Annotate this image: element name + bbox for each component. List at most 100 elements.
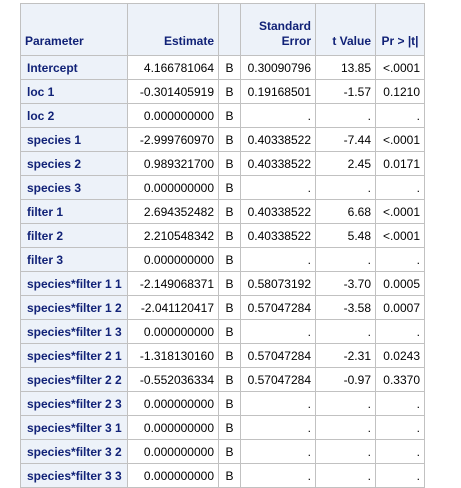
- cell-t-value: .: [316, 104, 376, 128]
- cell-flag: B: [219, 392, 241, 416]
- cell-parameter: filter 1: [21, 200, 128, 224]
- cell-p-value: <.0001: [376, 200, 425, 224]
- cell-t-value: .: [316, 248, 376, 272]
- cell-standard-error: 0.57047284: [241, 296, 316, 320]
- cell-estimate: 2.694352482: [128, 200, 219, 224]
- table-header: Parameter Estimate Standard Error t Value…: [21, 4, 425, 56]
- cell-estimate: -2.041120417: [128, 296, 219, 320]
- cell-standard-error: 0.57047284: [241, 344, 316, 368]
- cell-flag: B: [219, 416, 241, 440]
- cell-t-value: -7.44: [316, 128, 376, 152]
- cell-standard-error: 0.30090796: [241, 56, 316, 80]
- cell-t-value: 2.45: [316, 152, 376, 176]
- cell-flag: B: [219, 104, 241, 128]
- cell-p-value: <.0001: [376, 56, 425, 80]
- header-row: Parameter Estimate Standard Error t Value…: [21, 4, 425, 56]
- table-row: species*filter 2 2 -0.552036334 B 0.5704728…: [21, 368, 425, 392]
- header-estimate: Estimate: [128, 4, 219, 56]
- cell-parameter: filter 3: [21, 248, 128, 272]
- cell-estimate: 0.000000000: [128, 176, 219, 200]
- cell-parameter: species 2: [21, 152, 128, 176]
- cell-standard-error: .: [241, 104, 316, 128]
- cell-parameter: species*filter 1 3: [21, 320, 128, 344]
- cell-standard-error: .: [241, 176, 316, 200]
- cell-standard-error: 0.40338522: [241, 200, 316, 224]
- cell-p-value: 0.1210: [376, 80, 425, 104]
- table-row: species*filter 3 3 0.000000000 B...: [21, 464, 425, 488]
- cell-p-value: .: [376, 392, 425, 416]
- cell-flag: B: [219, 296, 241, 320]
- cell-parameter: species 1: [21, 128, 128, 152]
- cell-flag: B: [219, 56, 241, 80]
- cell-estimate: -2.999760970: [128, 128, 219, 152]
- cell-p-value: .: [376, 176, 425, 200]
- cell-p-value: <.0001: [376, 224, 425, 248]
- cell-flag: B: [219, 248, 241, 272]
- cell-estimate: 0.000000000: [128, 104, 219, 128]
- cell-flag: B: [219, 440, 241, 464]
- header-flag: [219, 4, 241, 56]
- header-t-value: t Value: [316, 4, 376, 56]
- table-row: species 3 0.000000000 B...: [21, 176, 425, 200]
- table-row: species 1 -2.999760970 B 0.40338522 -7.44 <.0…: [21, 128, 425, 152]
- cell-p-value: .: [376, 416, 425, 440]
- cell-parameter: filter 2: [21, 224, 128, 248]
- cell-estimate: -0.301405919: [128, 80, 219, 104]
- cell-p-value: .: [376, 464, 425, 488]
- cell-p-value: <.0001: [376, 128, 425, 152]
- cell-estimate: 0.000000000: [128, 248, 219, 272]
- cell-flag: B: [219, 80, 241, 104]
- cell-estimate: 0.000000000: [128, 416, 219, 440]
- cell-p-value: 0.0007: [376, 296, 425, 320]
- cell-estimate: 2.210548342: [128, 224, 219, 248]
- parameter-estimates-table-container: Parameter Estimate Standard Error t Value…: [20, 3, 425, 488]
- cell-flag: B: [219, 128, 241, 152]
- cell-t-value: -2.31: [316, 344, 376, 368]
- cell-t-value: .: [316, 176, 376, 200]
- cell-flag: B: [219, 152, 241, 176]
- cell-p-value: 0.0005: [376, 272, 425, 296]
- cell-t-value: -0.97: [316, 368, 376, 392]
- cell-parameter: species*filter 2 1: [21, 344, 128, 368]
- cell-flag: B: [219, 176, 241, 200]
- table-row: species*filter 2 1 -1.318130160 B 0.5704728…: [21, 344, 425, 368]
- cell-flag: B: [219, 272, 241, 296]
- table-row: species*filter 2 3 0.000000000 B...: [21, 392, 425, 416]
- table-row: species*filter 3 2 0.000000000 B...: [21, 440, 425, 464]
- cell-estimate: -0.552036334: [128, 368, 219, 392]
- cell-t-value: 5.48: [316, 224, 376, 248]
- cell-t-value: -3.70: [316, 272, 376, 296]
- table-row: species*filter 3 1 0.000000000 B...: [21, 416, 425, 440]
- table-row: species*filter 1 2 -2.041120417 B 0.5704728…: [21, 296, 425, 320]
- cell-standard-error: .: [241, 440, 316, 464]
- cell-standard-error: 0.58073192: [241, 272, 316, 296]
- table-row: species*filter 1 3 0.000000000 B...: [21, 320, 425, 344]
- cell-parameter: Intercept: [21, 56, 128, 80]
- cell-p-value: 0.3370: [376, 368, 425, 392]
- cell-parameter: species*filter 3 2: [21, 440, 128, 464]
- table-row: loc 2 0.000000000 B...: [21, 104, 425, 128]
- cell-estimate: 4.166781064: [128, 56, 219, 80]
- header-p-value: Pr > |t|: [376, 4, 425, 56]
- cell-standard-error: 0.40338522: [241, 224, 316, 248]
- cell-estimate: -1.318130160: [128, 344, 219, 368]
- cell-parameter: species*filter 2 3: [21, 392, 128, 416]
- cell-parameter: species 3: [21, 176, 128, 200]
- cell-t-value: 13.85: [316, 56, 376, 80]
- cell-estimate: -2.149068371: [128, 272, 219, 296]
- table-row: filter 1 2.694352482 B 0.40338522 6.68 <.0001: [21, 200, 425, 224]
- cell-standard-error: 0.57047284: [241, 368, 316, 392]
- header-parameter: Parameter: [21, 4, 128, 56]
- cell-t-value: 6.68: [316, 200, 376, 224]
- cell-t-value: -3.58: [316, 296, 376, 320]
- cell-t-value: -1.57: [316, 80, 376, 104]
- cell-p-value: 0.0243: [376, 344, 425, 368]
- cell-flag: B: [219, 368, 241, 392]
- cell-p-value: .: [376, 440, 425, 464]
- cell-parameter: species*filter 3 3: [21, 464, 128, 488]
- cell-flag: B: [219, 320, 241, 344]
- cell-t-value: .: [316, 440, 376, 464]
- header-standard-error-line2: Error: [281, 34, 311, 48]
- cell-parameter: species*filter 1 2: [21, 296, 128, 320]
- parameter-estimates-table: Parameter Estimate Standard Error t Value…: [20, 3, 425, 488]
